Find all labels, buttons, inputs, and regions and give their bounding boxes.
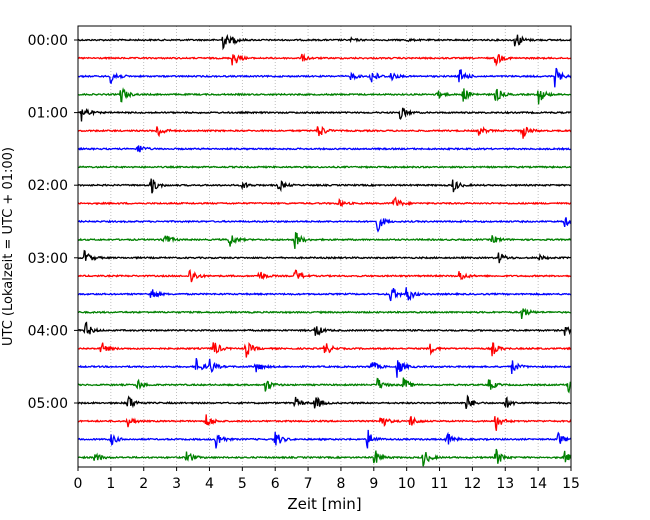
y-tick-label-0: 00:00 xyxy=(28,33,68,49)
x-tick-label-6: 6 xyxy=(271,476,280,492)
x-tick-label-10: 10 xyxy=(398,476,416,492)
y-tick-label-4: 04:00 xyxy=(28,323,68,339)
y-axis-ticks: 00:00 01:00 02:00 03:00 04:00 05:00 xyxy=(28,33,78,412)
x-tick-label-11: 11 xyxy=(431,476,449,492)
y-tick-label-1: 01:00 xyxy=(28,106,68,122)
trace-0145 xyxy=(77,165,571,170)
x-tick-label-5: 5 xyxy=(238,476,247,492)
x-tick-label-13: 13 xyxy=(496,476,514,492)
trace-0415 xyxy=(77,341,572,358)
x-tick-label-9: 9 xyxy=(369,476,378,492)
trace-0200 xyxy=(77,178,572,194)
trace-0100 xyxy=(77,107,572,122)
y-tick-label-5: 05:00 xyxy=(28,396,68,412)
trace-0130 xyxy=(77,145,572,153)
plot-frame xyxy=(77,25,572,468)
trace-0230 xyxy=(77,217,572,233)
x-tick-label-12: 12 xyxy=(463,476,481,492)
trace-0300 xyxy=(77,249,572,264)
x-tick-label-0: 0 xyxy=(74,476,83,492)
trace-0045 xyxy=(77,87,572,105)
y-axis-label: UTC (Lokalzeit = UTC + 01:00) xyxy=(1,147,16,346)
x-tick-label-7: 7 xyxy=(304,476,313,492)
trace-0000 xyxy=(77,33,571,51)
trace-0245 xyxy=(77,232,572,249)
y-tick-label-2: 02:00 xyxy=(28,178,68,194)
x-tick-label-15: 15 xyxy=(562,476,580,492)
seismogram-traces xyxy=(77,33,572,467)
x-tick-label-3: 3 xyxy=(172,476,181,492)
trace-0330 xyxy=(77,287,572,302)
trace-0545 xyxy=(77,448,572,467)
trace-0530 xyxy=(77,429,572,449)
trace-0115 xyxy=(77,125,572,139)
y-tick-label-3: 03:00 xyxy=(28,251,68,267)
trace-0215 xyxy=(77,196,572,208)
x-tick-label-4: 4 xyxy=(205,476,214,492)
x-tick-label-8: 8 xyxy=(336,476,345,492)
x-tick-label-1: 1 xyxy=(106,476,115,492)
trace-0515 xyxy=(77,414,572,431)
trace-0445 xyxy=(78,377,572,394)
trace-0400 xyxy=(77,321,572,336)
trace-0345 xyxy=(78,307,572,319)
trace-0015 xyxy=(78,53,572,67)
trace-0500 xyxy=(77,394,572,409)
trace-0430 xyxy=(77,358,572,378)
x-tick-label-14: 14 xyxy=(529,476,547,492)
trace-0030 xyxy=(77,67,572,88)
x-axis-label: Zeit [min] xyxy=(287,495,361,513)
x-tick-label-2: 2 xyxy=(139,476,148,492)
x-axis-ticks: 0 1 2 3 4 5 6 7 8 9 10 11 12 13 14 15 xyxy=(74,467,580,492)
trace-0315 xyxy=(77,268,572,283)
